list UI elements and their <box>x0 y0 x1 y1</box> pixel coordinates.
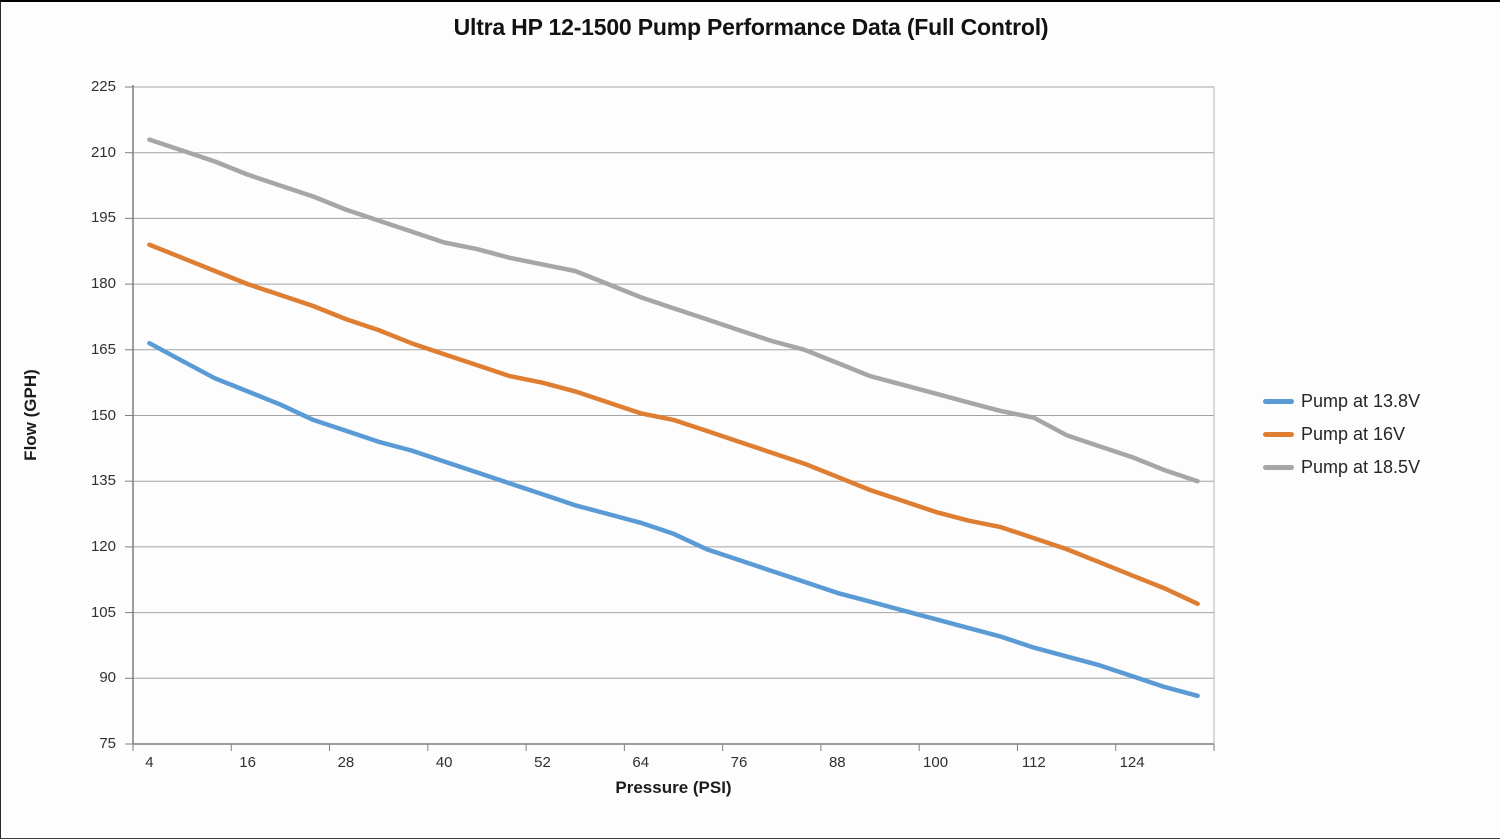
legend-swatch <box>1263 464 1294 470</box>
legend-item: Pump at 18.5V <box>1263 457 1420 477</box>
series-line-pump-at-13.8v <box>147 340 1200 699</box>
series-line-pump-at-18.5v <box>147 137 1200 484</box>
y-tick-label: 120 <box>90 537 116 555</box>
y-tick-label: 180 <box>90 275 116 293</box>
y-tick-label: 75 <box>99 735 116 752</box>
x-tick-label: 28 <box>337 754 355 771</box>
y-tick-label: 210 <box>90 143 116 161</box>
x-tick-label: 100 <box>923 754 949 771</box>
x-tick-label: 40 <box>435 754 453 771</box>
x-axis-title: Pressure (PSI) <box>615 778 732 797</box>
y-tick-label: 90 <box>99 669 116 687</box>
legend-label: Pump at 18.5V <box>1301 456 1421 477</box>
legend-label: Pump at 13.8V <box>1301 390 1421 411</box>
legend: Pump at 13.8V Pump at 16V Pump at 18.5V <box>1263 391 1420 490</box>
legend-label: Pump at 16V <box>1301 423 1406 444</box>
x-tick-label: 4 <box>145 754 154 771</box>
x-tick-label: 124 <box>1119 754 1145 771</box>
legend-swatch <box>1263 398 1294 404</box>
y-tick-label: 105 <box>90 603 116 621</box>
legend-swatch <box>1263 431 1294 437</box>
series-line-pump-at-16v <box>147 242 1200 607</box>
legend-item: Pump at 16V <box>1263 424 1420 444</box>
y-tick-label: 165 <box>90 340 116 358</box>
x-tick-label: 76 <box>730 754 748 771</box>
x-tick-label: 52 <box>534 754 551 771</box>
y-axis-title: Flow (GPH) <box>21 369 40 461</box>
x-tick-label: 16 <box>239 754 256 771</box>
x-tick-label: 88 <box>828 754 846 771</box>
y-tick-label: 225 <box>90 78 116 95</box>
y-tick-label: 195 <box>90 209 116 227</box>
x-tick-label: 64 <box>632 754 650 771</box>
x-tick-label: 112 <box>1021 754 1046 771</box>
legend-item: Pump at 13.8V <box>1263 391 1420 411</box>
y-tick-label: 150 <box>90 406 116 424</box>
chart-title: Ultra HP 12-1500 Pump Performance Data (… <box>453 14 1049 40</box>
y-tick-label: 135 <box>90 472 116 490</box>
